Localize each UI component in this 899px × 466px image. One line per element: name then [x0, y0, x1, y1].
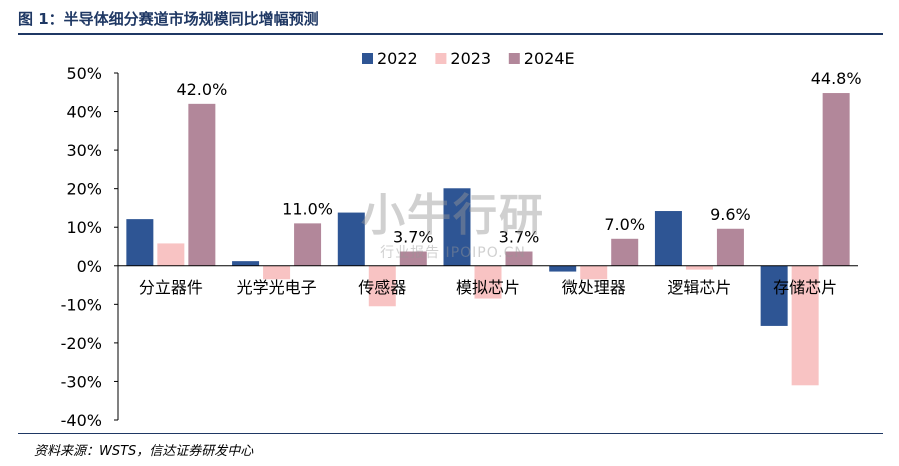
bar-2023 — [791, 265, 819, 386]
bar-2023 — [157, 243, 185, 266]
bar-2023 — [368, 265, 396, 307]
y-tick-label: -20% — [61, 334, 102, 353]
title-underline — [18, 33, 883, 35]
bar-2024E — [188, 103, 216, 266]
x-category-label: 模拟芯片 — [456, 278, 520, 297]
data-label: 42.0% — [176, 80, 227, 99]
data-label: 9.6% — [710, 205, 751, 224]
legend-label-2023: 2023 — [450, 49, 491, 68]
y-tick-label: 20% — [66, 180, 102, 199]
bar-2022 — [654, 211, 682, 266]
x-category-label: 存储芯片 — [773, 278, 837, 297]
bar-2024E — [716, 228, 744, 266]
figure-title: 图 1：半导体细分赛道市场规模同比增幅预测 — [18, 10, 319, 28]
bar-2022 — [232, 261, 260, 266]
bar-2024E — [822, 93, 850, 266]
y-tick-label: 40% — [66, 103, 102, 122]
y-tick-label: -10% — [61, 295, 102, 314]
data-label: 3.7% — [393, 228, 434, 247]
x-category-label: 光学光电子 — [237, 278, 317, 297]
data-label: 11.0% — [282, 199, 333, 218]
bar-2022 — [337, 212, 365, 266]
source-note: 资料来源：WSTS，信达证券研发中心 — [34, 444, 254, 459]
bar-2023 — [685, 265, 713, 270]
data-label: 7.0% — [604, 215, 645, 234]
footer-rule — [18, 433, 883, 434]
legend-swatch-2022 — [362, 53, 373, 64]
x-category-label: 传感器 — [358, 278, 406, 297]
data-label: 44.8% — [811, 69, 862, 88]
bar-2022 — [443, 188, 471, 266]
bar-2022 — [760, 265, 788, 326]
legend-swatch-2023 — [435, 53, 447, 64]
y-tick-label: 0% — [77, 257, 102, 276]
bar-2022 — [126, 219, 154, 266]
legend-label-2022: 2022 — [377, 49, 418, 68]
legend-label-2024E: 2024E — [524, 49, 575, 68]
y-tick-label: 50% — [66, 64, 102, 83]
bar-2024E — [505, 251, 533, 266]
bar-2024E — [294, 223, 322, 266]
y-tick-label: 10% — [66, 218, 102, 237]
x-category-label: 逻辑芯片 — [667, 278, 731, 297]
bar-2022 — [549, 265, 577, 272]
legend-swatch-2024E — [508, 53, 520, 64]
bar-2023 — [474, 265, 502, 299]
y-tick-label: -30% — [61, 372, 102, 391]
bar-2023 — [263, 265, 291, 280]
x-category-label: 微处理器 — [562, 278, 626, 297]
bar-2023 — [580, 265, 608, 280]
y-tick-label: -40% — [61, 411, 102, 430]
x-category-label: 分立器件 — [139, 278, 203, 297]
y-tick-label: 30% — [66, 141, 102, 160]
bar-2024E — [611, 238, 639, 266]
data-label: 3.7% — [499, 228, 540, 247]
bar-2024E — [399, 251, 427, 266]
